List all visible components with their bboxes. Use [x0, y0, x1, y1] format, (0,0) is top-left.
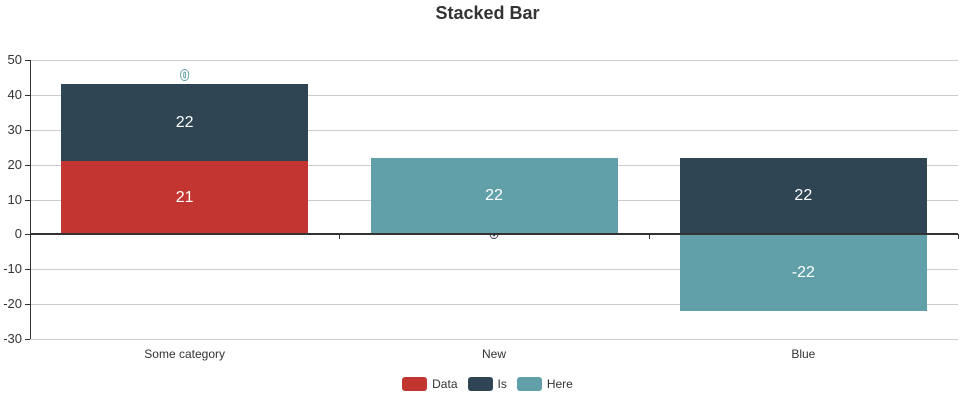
- chart-title: Stacked Bar: [435, 3, 540, 23]
- zero-axis-line: [30, 233, 958, 236]
- gridline: [30, 304, 958, 306]
- y-axis-label: -20: [3, 296, 22, 312]
- bar-value-label: 21: [175, 188, 194, 206]
- x-axis-category-label: Blue: [791, 347, 816, 361]
- y-axis-label: 20: [7, 156, 22, 172]
- y-axis-tick: [25, 199, 30, 201]
- y-axis-tick: [25, 60, 30, 61]
- y-axis-label: 50: [7, 52, 22, 67]
- x-axis-tick: [339, 234, 341, 240]
- legend-swatch-icon: [467, 377, 493, 391]
- y-axis-label: 30: [7, 121, 22, 137]
- y-axis-label: 0: [14, 226, 22, 242]
- y-axis-line: [30, 60, 31, 339]
- gridline: [30, 129, 958, 131]
- bar-value-label: 22: [794, 187, 813, 204]
- bar-segment-here[interactable]: -22: [679, 234, 927, 312]
- y-axis-label: -30: [3, 331, 22, 346]
- bar-segment-here[interactable]: 22: [370, 157, 618, 235]
- zero-value-label: 0: [180, 67, 189, 85]
- y-axis-tick: [25, 234, 30, 236]
- x-axis-tick: [30, 234, 31, 240]
- gridline: [30, 269, 958, 271]
- bar-segment-data[interactable]: 21: [61, 161, 309, 235]
- bar-value-label: 22: [175, 113, 194, 131]
- x-axis-category-label: New: [481, 347, 506, 361]
- legend-label: Is: [497, 377, 507, 391]
- legend: Data Is Here: [0, 377, 975, 391]
- gridline: [30, 60, 958, 61]
- legend-label: Here: [546, 377, 573, 391]
- x-axis-tick: [958, 234, 959, 240]
- x-axis-category-label: Some category: [144, 347, 226, 361]
- y-axis-tick: [25, 129, 30, 131]
- bar-value-label: -22: [791, 263, 815, 281]
- legend-swatch-icon: [516, 377, 542, 391]
- gridline: [30, 339, 958, 340]
- y-axis-label: 40: [7, 86, 22, 102]
- y-axis-tick: [25, 339, 30, 340]
- y-axis-label: -10: [3, 261, 22, 277]
- y-axis-tick: [25, 94, 30, 96]
- legend-item-is[interactable]: Is: [467, 377, 507, 391]
- bar-value-label: 22: [485, 187, 503, 204]
- gridline: [30, 94, 958, 96]
- legend-swatch-icon: [402, 377, 428, 391]
- y-axis-tick: [25, 269, 30, 271]
- legend-label: Data: [432, 377, 458, 391]
- y-axis-label: 10: [7, 191, 22, 207]
- bar-segment-is[interactable]: 22: [61, 84, 309, 162]
- bar-segment-is[interactable]: 22: [679, 157, 927, 235]
- y-axis-tick: [25, 304, 30, 306]
- y-axis-tick: [25, 164, 30, 166]
- legend-item-data[interactable]: Data: [402, 377, 458, 391]
- legend-item-here[interactable]: Here: [516, 377, 573, 391]
- x-axis-tick: [648, 234, 650, 240]
